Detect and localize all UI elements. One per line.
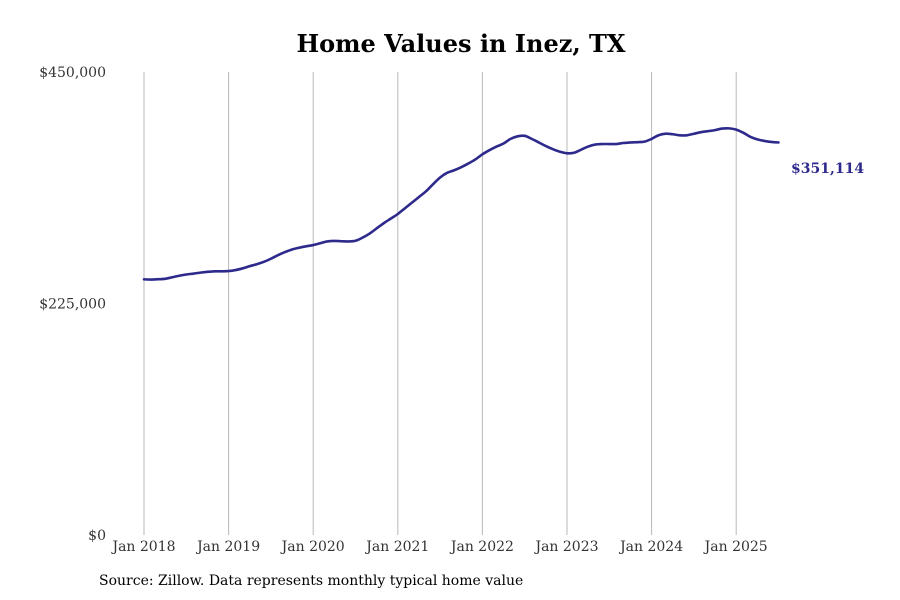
x-tick-label: Jan 2025 bbox=[703, 539, 768, 555]
x-tick-label: Jan 2024 bbox=[618, 539, 683, 555]
source-note: Source: Zillow. Data represents monthly … bbox=[99, 573, 524, 589]
home-value-line bbox=[142, 126, 780, 281]
x-axis-tick-labels: Jan 2018 Jan 2019 Jan 2020 Jan 2021 Jan 2022… bbox=[110, 539, 767, 555]
y-axis-tick-labels: $0 $225,000 $450,000 bbox=[39, 65, 106, 544]
chart-title: Home Values in Inez, TX bbox=[296, 29, 625, 58]
end-value-label: $351,114 bbox=[791, 161, 864, 177]
y-tick-label: $225,000 bbox=[39, 297, 106, 313]
x-tick-label: Jan 2023 bbox=[533, 539, 598, 555]
x-tick-label: Jan 2020 bbox=[280, 539, 345, 555]
x-tick-label: Jan 2021 bbox=[364, 539, 429, 555]
x-tick-label: Jan 2019 bbox=[195, 539, 260, 555]
y-tick-label: $450,000 bbox=[39, 65, 106, 81]
x-tick-label: Jan 2022 bbox=[449, 539, 514, 555]
x-gridlines bbox=[143, 72, 737, 535]
data-series bbox=[142, 126, 780, 281]
y-tick-label: $0 bbox=[88, 528, 106, 544]
x-tick-label: Jan 2018 bbox=[110, 539, 175, 555]
